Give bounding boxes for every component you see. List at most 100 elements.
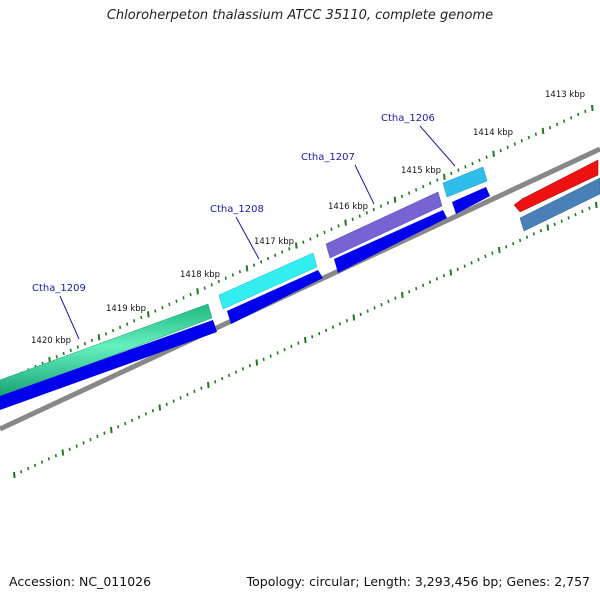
scale-tick xyxy=(519,238,522,243)
scale-tick xyxy=(400,194,404,199)
cds-ctha-1209-feature[interactable] xyxy=(0,320,217,410)
scale-tick xyxy=(422,283,425,288)
scale-tick xyxy=(394,296,397,300)
scale-tick xyxy=(498,246,501,254)
scale-tick xyxy=(210,283,213,287)
scale-tick xyxy=(491,251,494,255)
scale-tick xyxy=(276,351,279,355)
scale-tick xyxy=(428,280,432,284)
scale-tick xyxy=(463,264,466,268)
scale-tick xyxy=(288,247,291,251)
scale-tick xyxy=(203,286,206,290)
scale-tick xyxy=(588,206,591,210)
scale-tick xyxy=(595,201,598,209)
scale-tick xyxy=(505,245,508,249)
scale-tick xyxy=(387,299,390,304)
scale-tick xyxy=(245,265,249,272)
scale-tick xyxy=(112,328,115,333)
scale-tick xyxy=(172,399,175,403)
scale-tick xyxy=(359,312,362,316)
gene-label-ctha-1206[interactable]: Ctha_1206 xyxy=(381,113,435,124)
scale-tick xyxy=(20,470,23,474)
gene-ctha-1208-feature[interactable] xyxy=(218,252,318,310)
scale-tick xyxy=(131,418,134,423)
scale-tick xyxy=(457,168,460,172)
scale-tick xyxy=(262,357,265,361)
gene-label-ctha-1209[interactable]: Ctha_1209 xyxy=(32,283,86,294)
scale-tick xyxy=(133,319,136,323)
scale-tick xyxy=(548,125,552,130)
scale-tick xyxy=(408,290,411,294)
scale-tick xyxy=(34,463,37,468)
gene-leader-line xyxy=(235,216,260,260)
gene-ctha-1207-feature[interactable] xyxy=(325,191,443,259)
scale-tick xyxy=(144,412,147,416)
scale-tick xyxy=(560,219,563,223)
scale-tick xyxy=(274,253,277,257)
scale-tick xyxy=(186,392,189,397)
scale-label: 1416 kbp xyxy=(328,202,368,212)
scale-tick xyxy=(408,191,411,195)
scale-tick xyxy=(337,224,340,228)
gene-ctha-1206-feature[interactable] xyxy=(442,166,488,198)
scale-tick xyxy=(151,409,154,413)
scale-tick xyxy=(532,232,535,236)
scale-tick xyxy=(318,331,321,336)
scale-tick xyxy=(513,142,516,146)
scale-tick xyxy=(373,306,376,310)
scale-tick xyxy=(556,122,559,127)
cds-ctha-1207-feature[interactable] xyxy=(334,210,447,273)
scale-tick xyxy=(478,158,481,163)
scale-tick xyxy=(61,449,65,456)
scale-labels: 1413 kbp 1414 kbp 1415 kbp 1416 kbp 1417… xyxy=(31,90,585,346)
scale-tick xyxy=(386,201,389,205)
cds-steel-feature[interactable] xyxy=(519,177,600,232)
scale-tick xyxy=(110,426,113,434)
scale-tick xyxy=(182,296,185,300)
scale-tick xyxy=(13,471,16,479)
scale-tick xyxy=(401,291,404,299)
scale-tick xyxy=(147,311,150,318)
scale-tick xyxy=(512,241,515,246)
scale-tick xyxy=(581,209,584,214)
scale-tick xyxy=(541,127,545,134)
scale-tick xyxy=(477,257,480,262)
scale-tick xyxy=(54,454,57,458)
gene-label-ctha-1208[interactable]: Ctha_1208 xyxy=(210,204,264,215)
scale-tick xyxy=(485,155,488,159)
scale-tick xyxy=(574,212,577,217)
scale-tick xyxy=(295,242,298,249)
scale-tick xyxy=(27,466,30,471)
genome-summary-text: Topology: circular; Length: 3,293,456 bp… xyxy=(246,574,590,589)
scale-tick xyxy=(525,235,529,239)
cds-ctha-1206-feature[interactable] xyxy=(452,187,490,214)
scale-tick xyxy=(449,269,453,276)
cds-ctha-1208-feature[interactable] xyxy=(227,270,323,324)
scale-tick xyxy=(124,421,127,426)
scale-label: 1420 kbp xyxy=(31,336,71,346)
gene-leader-line xyxy=(59,295,80,340)
scale-tick xyxy=(471,162,474,166)
scale-label: 1418 kbp xyxy=(180,270,220,280)
scale-tick xyxy=(126,322,129,326)
gene-red-feature[interactable] xyxy=(513,159,599,213)
scale-label: 1417 kbp xyxy=(254,237,294,247)
gene-label-ctha-1207[interactable]: Ctha_1207 xyxy=(301,152,355,163)
gene-ctha-1209-feature[interactable] xyxy=(0,303,213,399)
gene-leader-line xyxy=(419,125,456,167)
scale-tick xyxy=(231,273,234,277)
scale-tick xyxy=(304,336,307,344)
scale-tick xyxy=(283,347,286,352)
scale-tick xyxy=(119,325,122,329)
scale-tick xyxy=(435,277,438,281)
scale-tick xyxy=(281,250,284,254)
scale-tick xyxy=(104,332,108,336)
scale-tick xyxy=(302,240,305,244)
scale-tick xyxy=(55,355,58,359)
map-title: Chloroherpeton thalassium ATCC 35110, co… xyxy=(106,8,494,23)
scale-tick xyxy=(154,309,157,313)
scale-tick xyxy=(168,302,171,307)
scale-tick xyxy=(189,292,192,297)
scale-tick xyxy=(534,132,537,136)
